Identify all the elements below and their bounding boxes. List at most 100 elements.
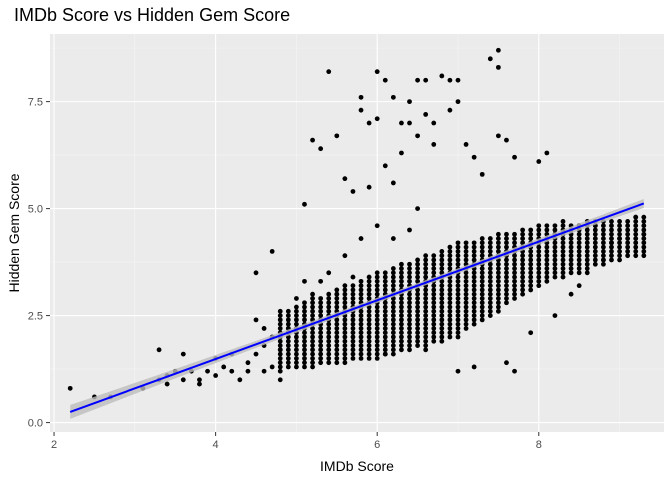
- data-point: [374, 355, 380, 361]
- data-point: [463, 321, 469, 327]
- data-point: [318, 300, 324, 306]
- data-point: [495, 240, 501, 246]
- data-point: [302, 300, 307, 306]
- data-point: [423, 330, 429, 336]
- data-point: [520, 291, 526, 297]
- data-point: [487, 296, 493, 301]
- data-point: [366, 355, 372, 361]
- data-point: [318, 338, 324, 344]
- data-point: [431, 296, 437, 301]
- data-point: [326, 321, 332, 327]
- data-point: [415, 261, 420, 267]
- data-point: [366, 278, 372, 284]
- data-point: [366, 330, 372, 336]
- data-point: [334, 326, 340, 331]
- data-point: [407, 317, 412, 323]
- data-point: [487, 291, 493, 297]
- data-point: [512, 278, 517, 284]
- data-point: [601, 257, 606, 263]
- data-point: [560, 249, 566, 254]
- data-point: [431, 326, 437, 331]
- data-point: [617, 244, 622, 250]
- data-point: [560, 261, 566, 267]
- data-point: [407, 278, 412, 284]
- data-point: [423, 343, 429, 348]
- data-point: [471, 249, 477, 254]
- data-point: [463, 240, 469, 246]
- data-point: [479, 240, 485, 246]
- data-point: [568, 244, 574, 250]
- data-point: [374, 334, 380, 340]
- data-point: [471, 240, 477, 246]
- data-point: [512, 291, 517, 297]
- data-point: [447, 283, 453, 289]
- data-point: [318, 360, 324, 366]
- data-point: [399, 313, 404, 318]
- data-point: [625, 231, 631, 237]
- data-point: [439, 334, 445, 340]
- data-point: [407, 261, 412, 267]
- data-point: [479, 266, 485, 271]
- data-point: [512, 368, 517, 374]
- data-point: [528, 257, 534, 263]
- data-point: [390, 236, 396, 241]
- data-point: [479, 283, 485, 289]
- data-point: [399, 338, 404, 344]
- data-point: [237, 377, 243, 383]
- data-point: [415, 274, 420, 280]
- data-point: [431, 308, 437, 314]
- y-axis-title: Hidden Gem Score: [6, 173, 22, 292]
- data-point: [625, 236, 631, 241]
- data-point: [350, 189, 356, 194]
- data-point: [423, 300, 429, 306]
- data-point: [584, 236, 590, 241]
- data-point: [641, 236, 647, 241]
- data-point: [455, 296, 461, 301]
- data-point: [358, 334, 364, 340]
- data-point: [366, 274, 372, 280]
- data-point: [447, 313, 453, 318]
- data-point: [512, 266, 517, 271]
- data-point: [374, 274, 380, 280]
- data-point: [390, 266, 396, 271]
- data-point: [374, 223, 380, 229]
- data-point: [302, 330, 307, 336]
- data-point: [504, 291, 509, 297]
- data-point: [544, 261, 550, 267]
- data-point: [390, 278, 396, 284]
- data-point: [407, 308, 412, 314]
- data-point: [512, 240, 517, 246]
- data-point: [285, 317, 291, 323]
- data-point: [318, 343, 324, 348]
- data-point: [552, 249, 558, 254]
- data-point: [512, 274, 517, 280]
- data-point: [382, 163, 388, 169]
- data-point: [350, 296, 356, 301]
- data-point: [269, 249, 275, 254]
- data-point: [277, 360, 283, 366]
- data-point: [431, 142, 437, 147]
- data-point: [342, 343, 348, 348]
- data-point: [528, 266, 534, 271]
- data-point: [342, 283, 348, 289]
- data-point: [560, 266, 566, 271]
- data-point: [366, 120, 372, 126]
- data-point: [487, 274, 493, 280]
- data-point: [374, 308, 380, 314]
- data-point: [358, 278, 364, 284]
- data-point: [407, 270, 412, 276]
- data-point: [269, 364, 275, 370]
- data-point: [641, 231, 647, 237]
- data-point: [536, 274, 542, 280]
- x-tick-label: 4: [213, 439, 219, 451]
- data-point: [455, 283, 461, 289]
- data-point: [544, 278, 550, 284]
- data-point: [512, 270, 517, 276]
- data-point: [326, 270, 332, 276]
- data-point: [221, 364, 227, 370]
- data-point: [253, 351, 259, 357]
- data-point: [552, 261, 558, 267]
- data-point: [512, 253, 517, 259]
- data-point: [479, 236, 485, 241]
- data-point: [447, 291, 453, 297]
